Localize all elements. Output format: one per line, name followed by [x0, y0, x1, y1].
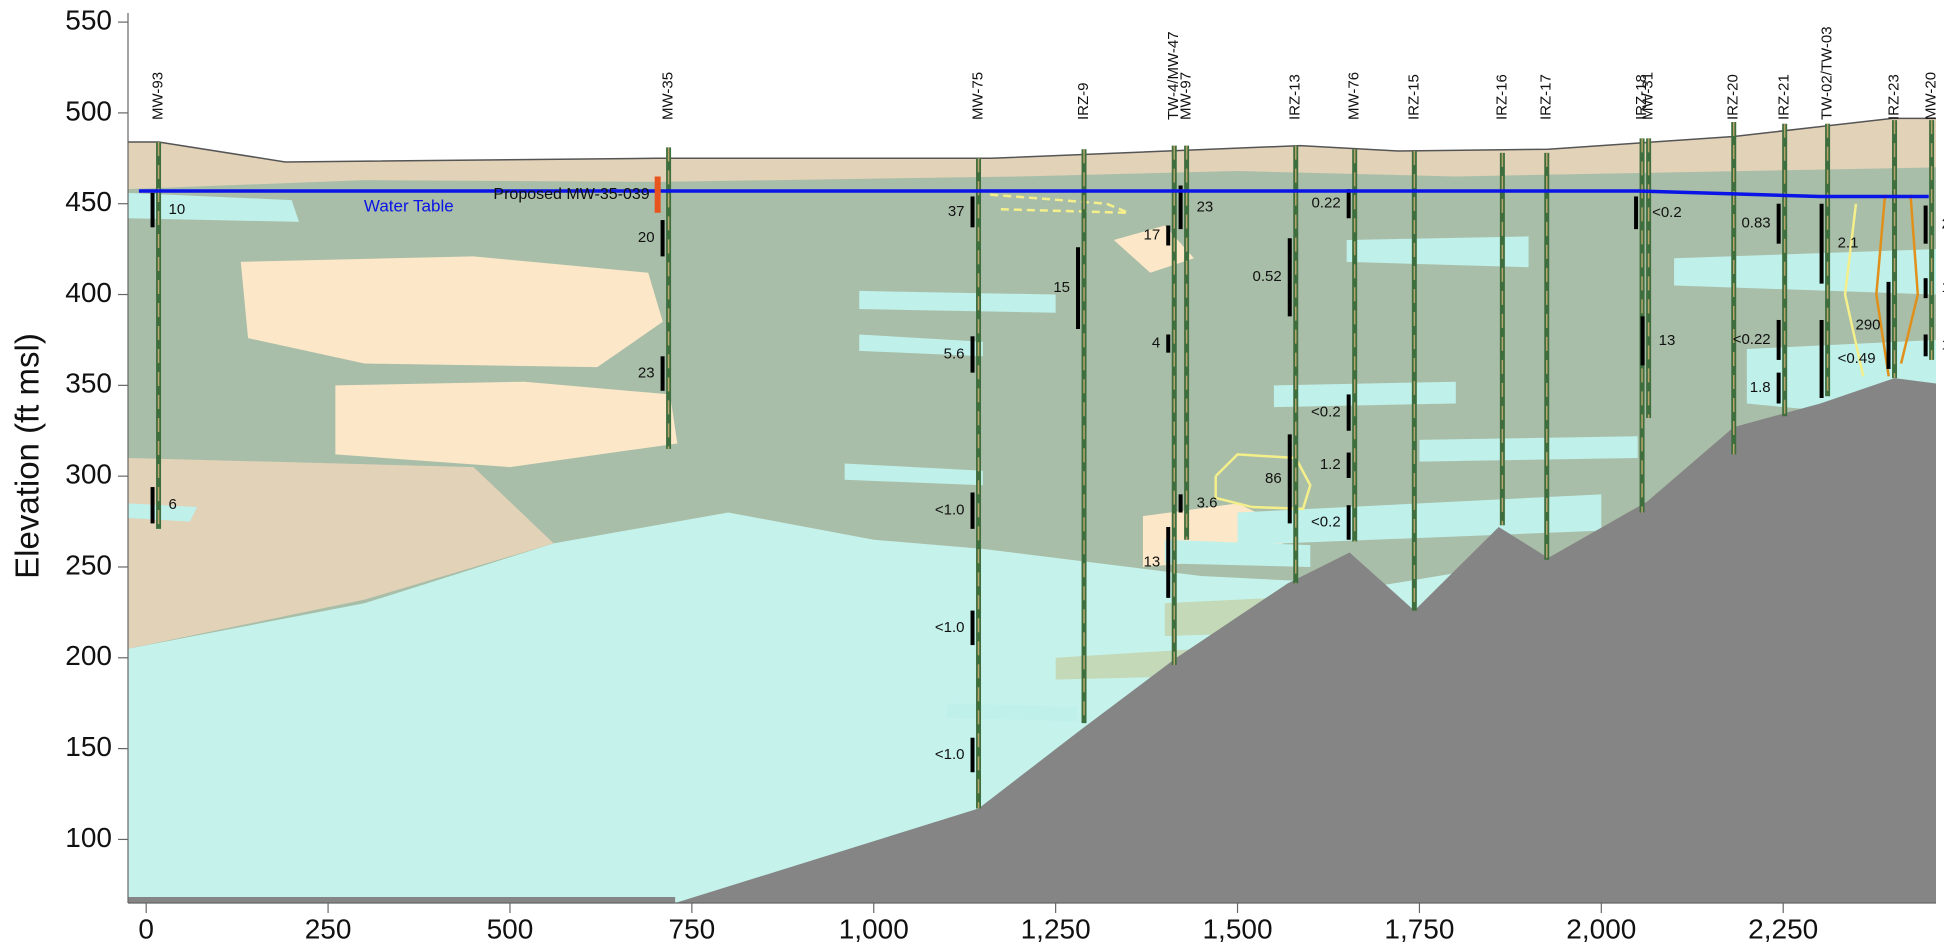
- x-tick-label: 1,250: [1021, 913, 1091, 944]
- concentration-label: 5.6: [944, 345, 965, 362]
- concentration-label: 0.52: [1253, 268, 1282, 285]
- concentration-label: 1.2: [1320, 456, 1341, 473]
- concentration-label: <0.2: [1652, 204, 1682, 221]
- body: MW-93 10 6 MW-35 20 23 MW-75 37 5.6 <1.0 <1.0 <1.0 I…: [0, 0, 1944, 950]
- well-name: IRZ-16: [1493, 74, 1510, 120]
- y-tick-label: 400: [65, 277, 112, 308]
- concentration-label: 20: [638, 229, 655, 246]
- y-tick-label: 450: [65, 186, 112, 217]
- y-tick-label: 250: [65, 549, 112, 580]
- concentration-label: 17: [1144, 226, 1161, 243]
- concentration-label: <0.2: [1311, 513, 1341, 530]
- well-name: IRZ-13: [1287, 74, 1304, 120]
- concentration-label: 23: [1197, 198, 1214, 215]
- well-name: MW-31: [1640, 72, 1657, 120]
- well-name: IRZ-20: [1725, 74, 1742, 120]
- y-tick-label: 100: [65, 822, 112, 853]
- concentration-label: 4: [1152, 335, 1160, 352]
- x-tick-label: 2,000: [1566, 913, 1636, 944]
- concentration-label: 0.22: [1311, 195, 1340, 212]
- concentration-label: 2.1: [1838, 235, 1859, 252]
- y-tick-label: 500: [65, 95, 112, 126]
- lithology-zone: [128, 77, 1936, 190]
- x-tick-label: 1,750: [1384, 913, 1454, 944]
- concentration-label: <0.49: [1838, 350, 1876, 367]
- x-tick-label: 0: [138, 913, 154, 944]
- water-table-label: Water Table: [364, 196, 454, 215]
- well-name: IRZ-15: [1405, 74, 1422, 120]
- y-tick-label: 200: [65, 640, 112, 671]
- well-name: MW-76: [1346, 72, 1363, 120]
- concentration-label: <1.0: [935, 619, 965, 636]
- concentration-label: 13: [1144, 553, 1161, 570]
- proposed-label: Proposed MW-35-039: [493, 186, 649, 203]
- concentration-label: <0.22: [1733, 331, 1771, 348]
- y-axis-label: Elevation (ft msl): [9, 333, 46, 579]
- page: Cross Section {"chart_data": { "type": "…: [0, 0, 1944, 950]
- concentration-label: 6: [169, 496, 177, 513]
- well-name: TW-02/TW-03: [1819, 26, 1836, 120]
- bottom-band: [128, 897, 675, 903]
- well-name: MW-75: [969, 72, 986, 120]
- y-tick-label: 350: [65, 368, 112, 399]
- well-name: IRZ-17: [1538, 74, 1555, 120]
- lithology-zone: [1274, 382, 1456, 407]
- y-tick-label: 150: [65, 731, 112, 762]
- concentration-label: 15: [1053, 279, 1070, 296]
- well-name: MW-93: [150, 72, 167, 120]
- concentration-label: 290: [1855, 316, 1880, 333]
- x-tick-label: 250: [305, 913, 352, 944]
- well-name: MW-20: [1923, 72, 1940, 120]
- y-tick-label: 550: [65, 4, 112, 35]
- x-tick-label: 1,000: [839, 913, 909, 944]
- concentration-label: 37: [948, 203, 965, 220]
- concentration-label: <0.2: [1311, 404, 1341, 421]
- concentration-label: 86: [1265, 470, 1282, 487]
- concentration-label: <1.0: [935, 746, 965, 763]
- concentration-label: <1.0: [935, 502, 965, 519]
- x-tick-label: 500: [487, 913, 534, 944]
- concentration-label: 0.83: [1741, 215, 1770, 232]
- well-name: IRZ-21: [1776, 74, 1793, 120]
- chart: MW-93 10 6 MW-35 20 23 MW-75 37 5.6 <1.0 <1.0 <1.0 I…: [0, 0, 1944, 950]
- x-tick-label: 2,250: [1748, 913, 1818, 944]
- x-tick-label: 1,500: [1202, 913, 1272, 944]
- concentration-label: 3.6: [1197, 494, 1218, 511]
- well-name: MW-35: [660, 72, 677, 120]
- well-name: IRZ-23: [1885, 74, 1902, 120]
- lithology-zone: [1419, 436, 1637, 461]
- y-tick-label: 300: [65, 459, 112, 490]
- well-name: MW-97: [1178, 72, 1195, 120]
- concentration-label: 10: [169, 201, 186, 218]
- lithology-zone: [859, 291, 1055, 313]
- concentration-label: 13: [1659, 332, 1676, 349]
- well-name: IRZ-9: [1075, 83, 1092, 121]
- x-tick-label: 750: [669, 913, 716, 944]
- concentration-label: 1.8: [1750, 379, 1771, 396]
- concentration-label: 23: [638, 365, 655, 382]
